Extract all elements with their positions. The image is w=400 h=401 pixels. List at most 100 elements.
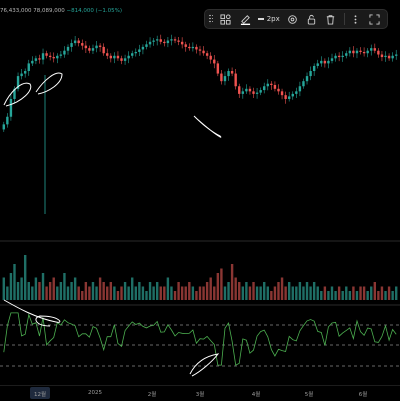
candle-body bbox=[277, 88, 280, 92]
volume-bar bbox=[277, 282, 280, 300]
volume-bar bbox=[230, 264, 234, 300]
volume-bar bbox=[70, 282, 73, 300]
candle-body bbox=[177, 40, 180, 42]
candle-body bbox=[284, 95, 287, 99]
volume-bar bbox=[255, 286, 259, 300]
volume-bar bbox=[52, 277, 55, 300]
volume-bar bbox=[291, 286, 294, 300]
line-color-icon[interactable] bbox=[238, 11, 251, 27]
candle-body bbox=[38, 58, 41, 60]
volume-bar bbox=[116, 291, 120, 300]
volume-bar bbox=[23, 255, 27, 300]
fullscreen-icon[interactable] bbox=[368, 11, 381, 27]
volume-bar bbox=[391, 291, 394, 300]
volume-bar bbox=[227, 282, 230, 300]
volume-bar bbox=[145, 291, 148, 300]
candle-body bbox=[341, 55, 344, 58]
candle-body bbox=[223, 76, 227, 82]
volume-bar bbox=[241, 286, 245, 300]
drawing-annotation bbox=[189, 353, 220, 377]
line-width-label: 2px bbox=[266, 15, 280, 23]
candle-body bbox=[238, 86, 241, 94]
volume-bar bbox=[9, 273, 13, 300]
drawing-toolbar[interactable]: 2px bbox=[204, 9, 388, 29]
volume-bar bbox=[155, 282, 159, 300]
candle-body bbox=[91, 48, 95, 51]
candle-body bbox=[16, 76, 20, 89]
month-label-mar: 3월 bbox=[195, 392, 205, 398]
line-width-icon bbox=[257, 18, 264, 20]
volume-bar bbox=[259, 286, 262, 300]
month-label-2025: 2025 bbox=[88, 390, 102, 396]
candle-body bbox=[220, 73, 223, 82]
drag-handle-icon[interactable] bbox=[209, 14, 214, 24]
candle-body bbox=[280, 91, 284, 96]
volume-bar bbox=[63, 273, 66, 300]
volume-bar bbox=[327, 291, 330, 300]
volume-bar bbox=[138, 282, 141, 300]
line-width-selector[interactable]: 2px bbox=[257, 15, 280, 23]
candle-body bbox=[216, 63, 220, 74]
candle-body bbox=[66, 46, 70, 51]
volume-bar bbox=[337, 286, 341, 300]
lock-icon[interactable] bbox=[305, 11, 318, 27]
volume-bar bbox=[345, 286, 348, 300]
candle-body bbox=[359, 50, 362, 52]
volume-bar bbox=[131, 277, 134, 300]
volume-bar bbox=[180, 286, 184, 300]
candle-body bbox=[145, 44, 148, 47]
candle-body bbox=[34, 58, 38, 61]
candle-body bbox=[2, 124, 5, 130]
volume-bar bbox=[295, 286, 298, 300]
volume-bar bbox=[31, 286, 34, 300]
candle-body bbox=[9, 98, 13, 117]
volume-bar bbox=[166, 277, 170, 300]
candle-body bbox=[131, 53, 134, 56]
ohlc-legend: 76,433,000 78,089,000 −814,000 (−1.05%) bbox=[0, 8, 122, 14]
volume-bar bbox=[2, 277, 5, 300]
volume-bar bbox=[216, 273, 220, 300]
volume-bar bbox=[309, 286, 312, 300]
ohlc-close: 78,089,000 bbox=[33, 8, 65, 14]
volume-bar bbox=[341, 291, 344, 300]
more-icon[interactable] bbox=[348, 11, 361, 27]
candle-body bbox=[116, 55, 120, 59]
volume-bar bbox=[373, 282, 377, 300]
templates-icon[interactable] bbox=[219, 11, 232, 27]
volume-bar bbox=[284, 286, 287, 300]
volume-bar bbox=[234, 277, 237, 300]
candle-body bbox=[302, 81, 305, 87]
volume-bar bbox=[66, 286, 70, 300]
volume-bar bbox=[352, 286, 355, 300]
volume-bar bbox=[205, 282, 209, 300]
settings-icon[interactable] bbox=[286, 11, 299, 27]
volume-bar bbox=[266, 286, 269, 300]
candle-body bbox=[287, 96, 291, 99]
candle-body bbox=[227, 71, 230, 77]
volume-bar bbox=[280, 277, 284, 300]
volume-bar bbox=[98, 277, 102, 300]
delete-icon[interactable] bbox=[324, 11, 337, 27]
candle-body bbox=[312, 65, 316, 72]
month-label-may: 5월 bbox=[304, 392, 314, 398]
candle-body bbox=[23, 71, 27, 74]
volume-bar bbox=[77, 286, 80, 300]
candle-body bbox=[120, 58, 123, 61]
candle-body bbox=[348, 50, 352, 54]
candle-body bbox=[159, 39, 162, 42]
candle-body bbox=[259, 90, 262, 93]
volume-bar bbox=[95, 286, 98, 300]
candle-body bbox=[138, 49, 141, 52]
drawing-annotation bbox=[3, 299, 61, 327]
volume-bar bbox=[88, 286, 91, 300]
volume-bar bbox=[91, 282, 95, 300]
time-axis[interactable]: 12월 2025 2월 3월 4월 5월 6월 bbox=[0, 385, 400, 401]
candle-body bbox=[27, 63, 30, 72]
candle-body bbox=[20, 73, 23, 77]
candle-body bbox=[380, 54, 384, 58]
candle-body bbox=[309, 71, 312, 77]
candle-body bbox=[273, 84, 277, 89]
candle-body bbox=[48, 55, 52, 58]
ohlc-text: 76,433,000 bbox=[0, 8, 34, 14]
